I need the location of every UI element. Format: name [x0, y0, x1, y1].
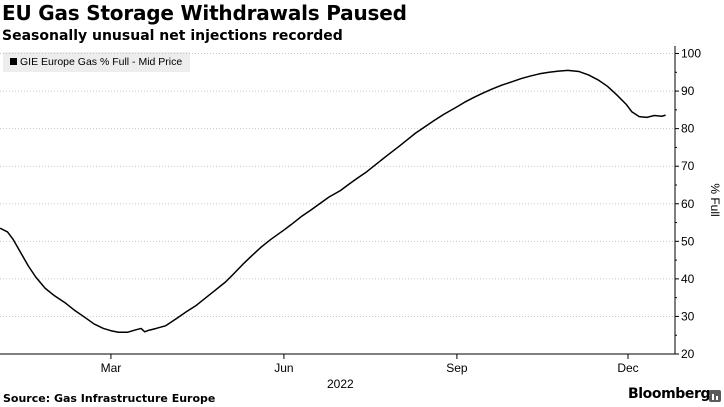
y-axis-title: % Full	[708, 183, 722, 216]
bloomberg-chart-icon	[709, 390, 721, 402]
chart-subtitle: Seasonally unusual net injections record…	[2, 28, 343, 44]
series-layer	[0, 69, 666, 333]
y-tick-label: 60	[681, 197, 695, 211]
x-tick-label: Dec	[617, 361, 638, 375]
y-tick-label: 30	[681, 309, 695, 323]
y-tick-label: 20	[681, 347, 695, 361]
series-line	[0, 69, 666, 333]
y-tick-label: 70	[681, 159, 695, 173]
chart-legend: GIE Europe Gas % Full - Mid Price	[3, 52, 191, 72]
y-tick-label: 90	[681, 84, 695, 98]
x-tick-label: Mar	[101, 361, 122, 375]
y-tick-label: 100	[681, 47, 701, 61]
chart-title: EU Gas Storage Withdrawals Paused	[2, 1, 407, 25]
y-tick-label: 80	[681, 122, 695, 136]
axes	[0, 46, 679, 359]
legend-label: GIE Europe Gas % Full - Mid Price	[20, 56, 183, 68]
x-tick-label: Jun	[274, 361, 293, 375]
x-tick-label: Sep	[446, 361, 468, 375]
legend-swatch	[10, 58, 17, 65]
grid-lines	[0, 53, 675, 317]
y-tick-label: 40	[681, 272, 695, 286]
y-tick-label: 50	[681, 234, 695, 248]
brand-logo: Bloomberg	[628, 386, 711, 402]
tick-labels: 20 30 40 50 60 70 80 90 100 Mar Jun Sep Dec 2022 % Ful…	[101, 47, 722, 391]
x-year-label: 2022	[327, 377, 354, 391]
source-note: Source: Gas Infrastructure Europe	[3, 392, 216, 405]
